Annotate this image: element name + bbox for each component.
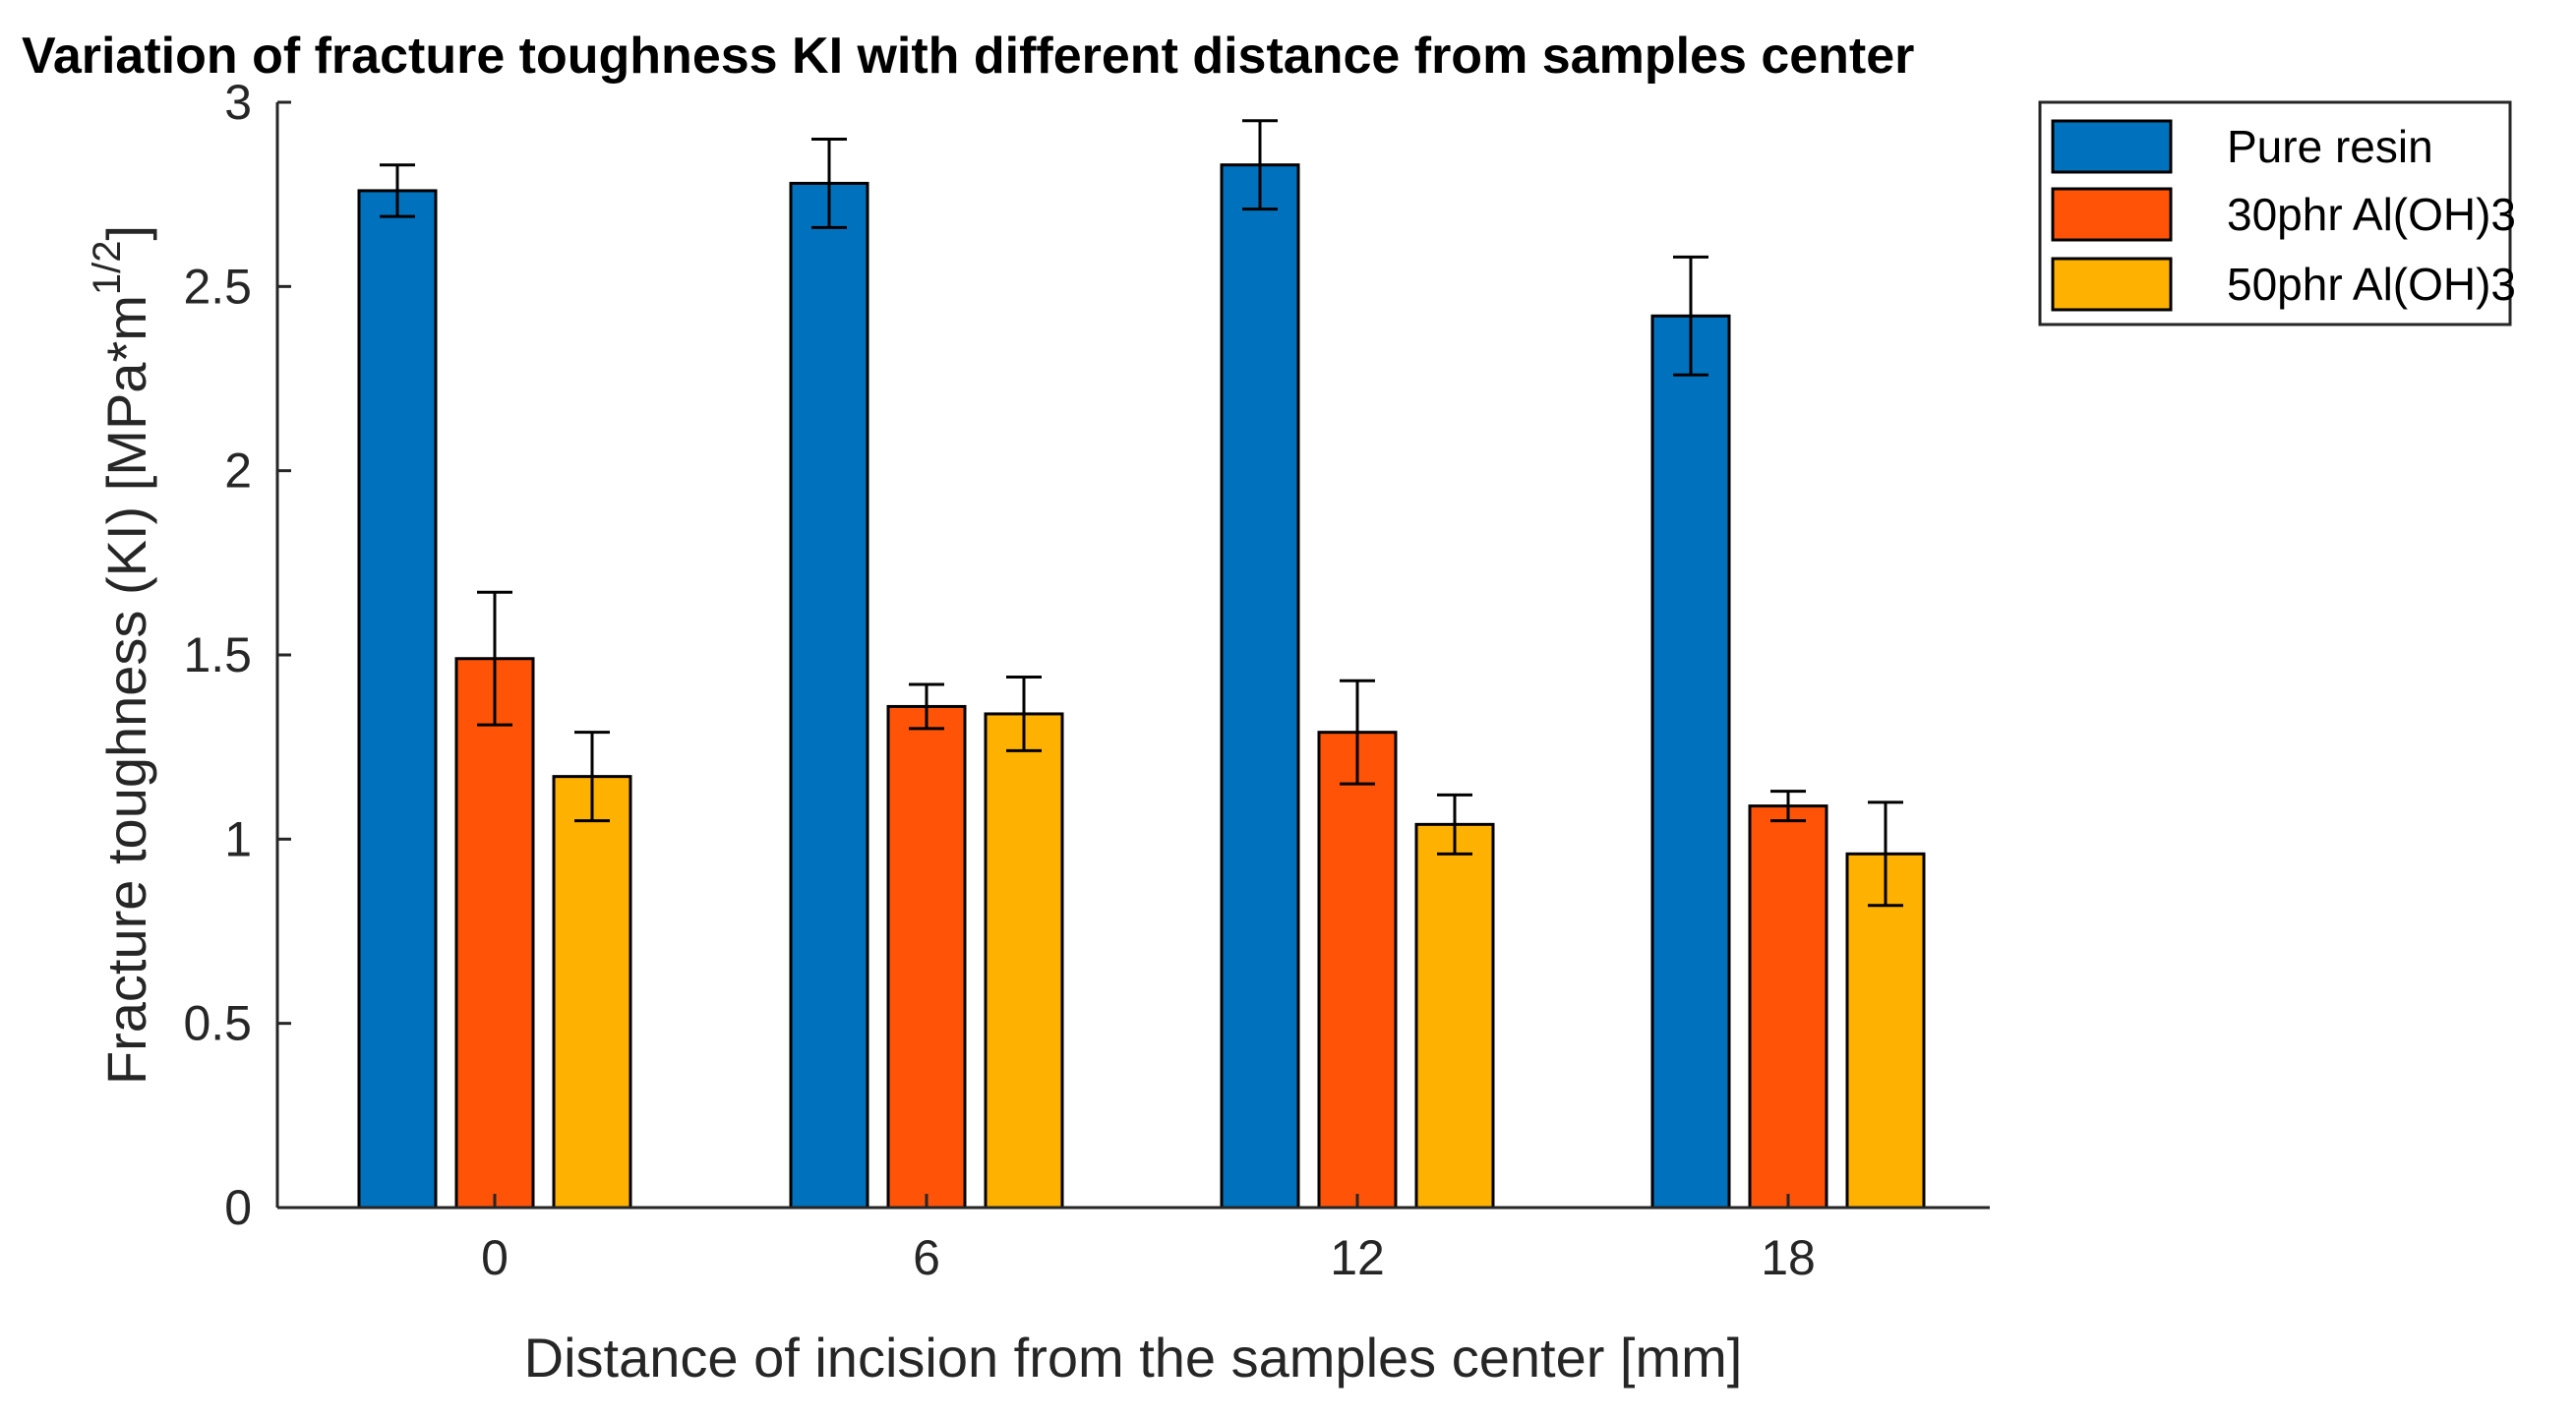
error-bar-30phr-al-oh-3-6 [909,682,944,731]
error-bar-pure-resin-18 [1673,255,1708,377]
bar-50phr-al-oh-3-18 [1845,852,1926,1210]
bars-layer [357,163,1926,1210]
error-bar-pure-resin-12 [1242,119,1278,211]
error-bar-30phr-al-oh-3-18 [1770,790,1806,823]
x-tick-label: 18 [1761,1230,1816,1285]
bar-pure-resin-0 [357,189,438,1210]
bar-30phr-al-oh-3-6 [886,704,967,1210]
error-bar-50phr-al-oh-3-6 [1006,675,1042,752]
legend-entry-30phr-al-oh-3: 30phr Al(OH)3 [2051,187,2516,242]
bar-50phr-al-oh-3-6 [984,712,1064,1210]
bar-50phr-al-oh-3-0 [552,775,632,1210]
error-bar-30phr-al-oh-3-0 [477,590,512,727]
y-tick-label: 3 [224,75,252,130]
x-tick-label: 12 [1330,1230,1385,1285]
legend: Pure resin 30phr Al(OH)3 50phr Al(OH)3 [2038,100,2516,326]
y-axis-label: Fracture toughness (KI) [MPa*m1/2] [86,225,157,1085]
bar-30phr-al-oh-3-18 [1748,804,1828,1210]
legend-items: Pure resin 30phr Al(OH)3 50phr Al(OH)3 [2051,119,2516,312]
x-ticks: 0 6 12 18 [481,1194,1816,1285]
y-axis-label-superscript: 1/2 [86,241,129,296]
y-ticks: 0 0.5 1 1.5 2 2.5 3 [183,75,291,1235]
error-bar-pure-resin-6 [811,137,847,229]
legend-label: Pure resin [2227,121,2433,172]
y-tick-label: 2.5 [183,259,252,314]
legend-entry-50phr-al-oh-3: 50phr Al(OH)3 [2051,257,2516,312]
legend-label: 50phr Al(OH)3 [2227,259,2516,310]
legend-label: 30phr Al(OH)3 [2227,189,2516,240]
y-tick-label: 0.5 [183,996,252,1051]
error-bar-50phr-al-oh-3-0 [574,731,610,823]
y-axis-label-main: Fracture toughness (KI) [MPa*m [95,295,157,1085]
y-tick-label: 1 [224,811,252,866]
bar-30phr-al-oh-3-12 [1317,731,1398,1210]
error-bar-pure-resin-0 [380,163,415,218]
y-axis-label-suffix: ] [95,225,157,241]
x-tick-label: 6 [913,1230,940,1285]
bar-pure-resin-6 [789,181,869,1210]
x-axis-label: Distance of incision from the samples ce… [524,1327,1743,1389]
y-tick-label: 2 [224,443,252,499]
chart-title: Variation of fracture toughness KI with … [22,28,1914,85]
legend-entry-pure-resin: Pure resin [2051,119,2433,174]
error-bar-50phr-al-oh-3-18 [1868,800,1903,908]
legend-swatch [2051,187,2173,242]
y-tick-label: 1.5 [183,627,252,682]
bar-pure-resin-12 [1220,163,1300,1210]
bar-pure-resin-18 [1650,314,1731,1210]
legend-swatch [2051,119,2173,174]
x-tick-label: 0 [481,1230,509,1285]
error-bars-layer [380,119,1903,908]
y-tick-label: 0 [224,1180,252,1235]
legend-swatch [2051,257,2173,312]
bar-50phr-al-oh-3-12 [1414,822,1495,1210]
error-bar-50phr-al-oh-3-12 [1437,793,1472,856]
bar-30phr-al-oh-3-0 [454,657,535,1210]
error-bar-30phr-al-oh-3-12 [1340,679,1375,786]
